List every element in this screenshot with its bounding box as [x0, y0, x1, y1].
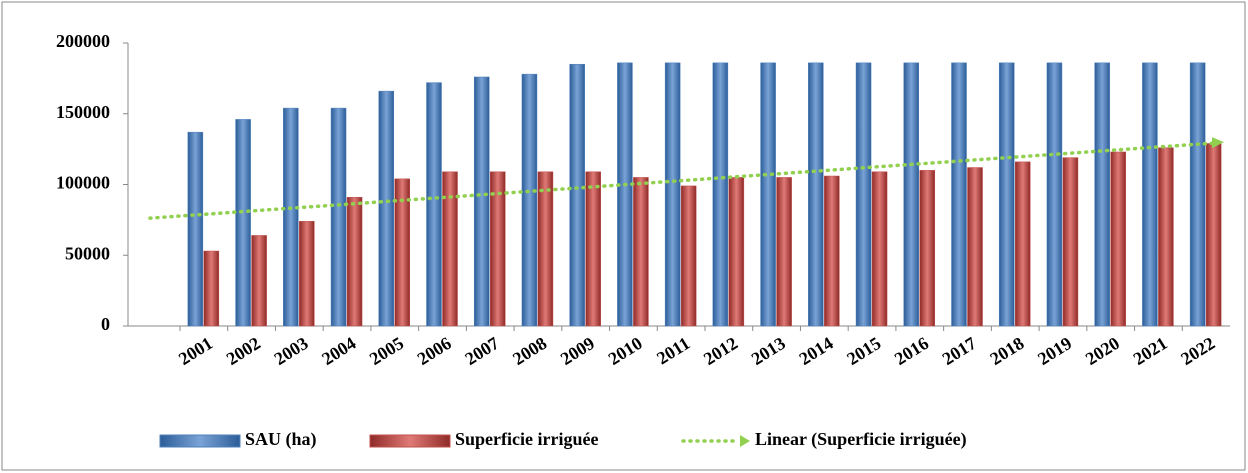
bar — [442, 171, 458, 327]
bar — [473, 76, 490, 327]
bar — [1189, 62, 1206, 327]
bar — [1205, 143, 1222, 327]
bar — [521, 73, 538, 327]
bar — [903, 62, 920, 327]
legend-label: SAU (ha) — [245, 429, 317, 450]
bar — [203, 250, 220, 327]
trend-arrow — [1212, 137, 1224, 149]
bar — [346, 196, 363, 327]
bar — [394, 178, 411, 327]
bar — [998, 62, 1015, 327]
bar — [919, 170, 936, 327]
bar — [664, 62, 681, 327]
bar — [1142, 62, 1158, 327]
bar — [299, 221, 315, 327]
bar — [251, 235, 267, 327]
bar — [1014, 161, 1031, 327]
bar — [1094, 62, 1110, 327]
y-tick-label: 50000 — [65, 243, 110, 263]
bar — [569, 63, 585, 327]
bar — [378, 90, 395, 327]
bar — [283, 107, 299, 327]
bar — [633, 177, 649, 327]
bar — [1046, 62, 1063, 327]
bar — [967, 167, 983, 327]
bar — [951, 62, 967, 327]
bar — [426, 82, 442, 327]
bar — [585, 171, 601, 327]
bar — [776, 177, 792, 327]
bar — [489, 171, 506, 327]
bar — [824, 175, 840, 327]
bar — [235, 119, 251, 327]
y-tick-label: 200000 — [56, 31, 110, 51]
bar — [871, 171, 888, 327]
bar — [330, 107, 347, 327]
bar — [1110, 151, 1126, 327]
legend-swatch — [369, 434, 451, 448]
bar — [617, 62, 633, 327]
legend-label: Superficie irriguée — [455, 429, 598, 449]
bar — [187, 131, 204, 327]
legend-swatch — [159, 434, 241, 448]
y-tick-label: 150000 — [56, 102, 110, 122]
y-tick-label: 0 — [101, 314, 110, 334]
bar — [680, 185, 697, 327]
y-tick-label: 100000 — [56, 173, 110, 193]
bar — [728, 177, 745, 327]
bar — [760, 62, 776, 327]
legend-trend-arrow — [740, 435, 750, 447]
bar — [1062, 157, 1079, 327]
bar — [712, 62, 729, 327]
bar — [808, 62, 824, 327]
legend-label: Linear (Superficie irriguée) — [755, 429, 967, 450]
bar — [537, 171, 554, 327]
trend-line — [148, 141, 1214, 220]
bar — [1158, 147, 1174, 327]
bar — [855, 62, 872, 327]
